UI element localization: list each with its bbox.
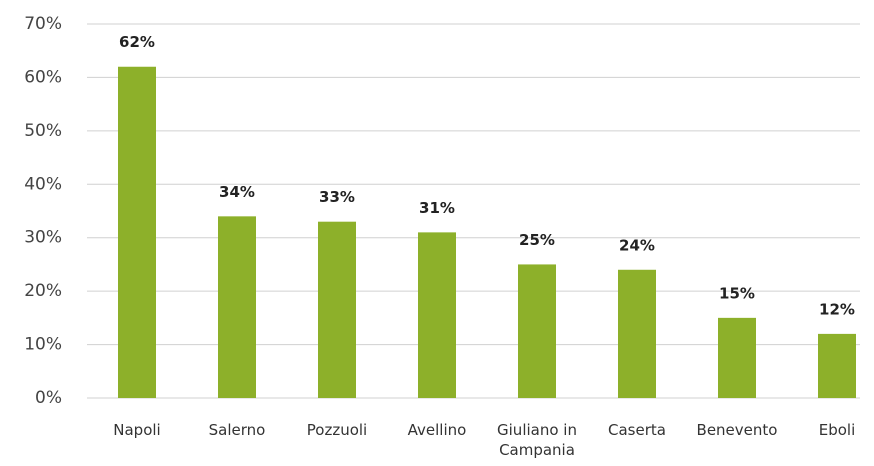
y-tick-label: 30% — [24, 228, 62, 248]
x-tick-label: Salerno — [208, 421, 266, 439]
x-tick-label: Avellino — [407, 421, 467, 439]
bar — [118, 66, 156, 398]
data-label: 25% — [519, 231, 555, 249]
data-label: 31% — [419, 199, 455, 217]
y-tick-label: 0% — [35, 388, 62, 408]
x-tick-label: Eboli — [818, 421, 856, 439]
data-label: 33% — [319, 188, 355, 206]
bar — [418, 232, 456, 398]
x-tick-label: Pozzuoli — [306, 421, 368, 439]
data-label: 12% — [819, 300, 855, 318]
x-tick-label: Napoli — [113, 421, 161, 439]
y-tick-label: 40% — [24, 174, 62, 194]
y-tick-label: 50% — [24, 121, 62, 141]
data-label: 34% — [219, 183, 255, 201]
x-tick-label: Caserta — [608, 421, 666, 439]
y-tick-label: 20% — [24, 281, 62, 301]
bar — [218, 216, 256, 398]
y-tick-label: 60% — [24, 67, 62, 87]
data-label: 24% — [619, 236, 655, 254]
bar — [818, 333, 856, 398]
data-label: 62% — [119, 33, 155, 51]
bar — [718, 317, 756, 398]
bar — [618, 269, 656, 398]
y-tick-label: 10% — [24, 335, 62, 355]
x-tick-label: Giuliano in Campania — [497, 421, 577, 459]
y-tick-label: 70% — [24, 14, 62, 34]
x-tick-label: Benevento — [696, 421, 778, 439]
bar — [518, 264, 556, 398]
bar — [318, 221, 356, 398]
data-label: 15% — [719, 284, 755, 302]
